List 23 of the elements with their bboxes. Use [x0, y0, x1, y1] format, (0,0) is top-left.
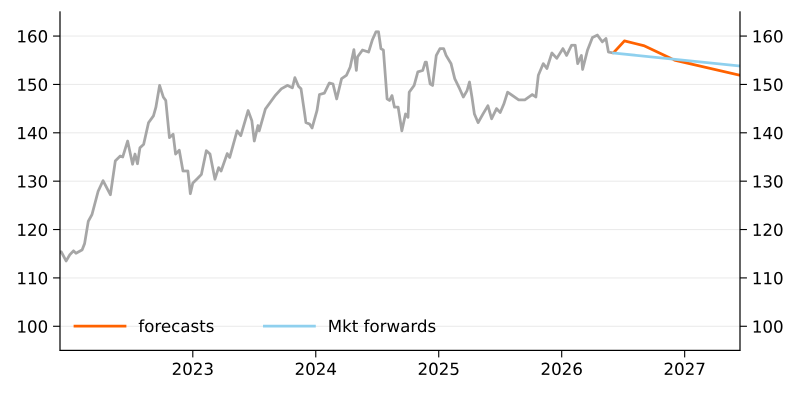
y2-tick-label: 110 [754, 272, 783, 284]
y-tick-label: 140 [18, 126, 48, 140]
x-tick-label: 2023 [172, 362, 213, 376]
y-tick-label: 160 [18, 30, 48, 43]
y-tick-label: 110 [18, 272, 48, 284]
y2-tick-label: 160 [754, 30, 783, 43]
y2-tick-label: 120 [754, 224, 783, 236]
line-series [60, 30, 615, 262]
y2-tick-label: 100 [754, 320, 783, 333]
x-tick-label: 2025 [418, 362, 458, 376]
x-tick-label: 2024 [296, 362, 336, 376]
y2-tick-label: 150 [754, 78, 783, 91]
legend-label: forecasts [138, 319, 214, 332]
line-series [612, 40, 740, 77]
legend-label: Mkt forwards [329, 319, 436, 332]
x-tick-label: 2027 [664, 362, 704, 376]
y-tick-label: 100 [18, 320, 48, 333]
y2-tick-label: 140 [754, 126, 783, 140]
y2-tick-label: 130 [754, 175, 783, 188]
y-tick-label: 130 [18, 175, 48, 188]
y-tick-label: 150 [18, 78, 48, 91]
y-tick-label: 120 [18, 224, 48, 236]
x-tick-label: 2026 [542, 362, 582, 376]
